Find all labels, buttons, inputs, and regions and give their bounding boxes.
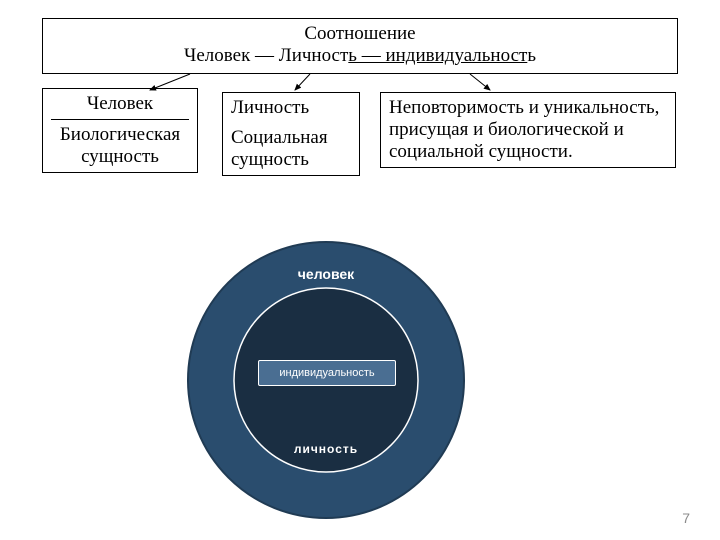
page-number: 7: [682, 510, 690, 526]
center-label: индивидуальность: [279, 367, 374, 379]
col1-body: Биологическая сущность: [51, 124, 189, 168]
title-part3: ь: [527, 45, 536, 66]
col1-header: Человек: [51, 93, 189, 120]
center-box: индивидуальность: [258, 360, 396, 386]
title-part2: ь — индивидуальност: [348, 45, 527, 66]
column-1: Человек Биологическая сущность: [42, 88, 198, 173]
title-part1: Человек — Личност: [184, 45, 348, 66]
col2-header: Личность: [231, 97, 351, 127]
outer-label: человек: [186, 266, 466, 282]
title-line2: Человек — Личность — индивидуальность: [43, 45, 677, 67]
column-3: Неповторимость и уникальность, присущая …: [380, 92, 676, 168]
arrow-2: [295, 74, 310, 90]
title-box: Соотношение Человек — Личность — индивид…: [42, 18, 678, 74]
col2-body: Социальная сущность: [231, 127, 351, 171]
inner-label: личность: [186, 442, 466, 456]
title-line1: Соотношение: [43, 23, 677, 45]
column-2: Личность Социальная сущность: [222, 92, 360, 176]
arrow-3: [470, 74, 490, 90]
concentric-diagram: человек индивидуальность личность: [186, 240, 466, 520]
col3-body: Неповторимость и уникальность, присущая …: [389, 97, 667, 163]
